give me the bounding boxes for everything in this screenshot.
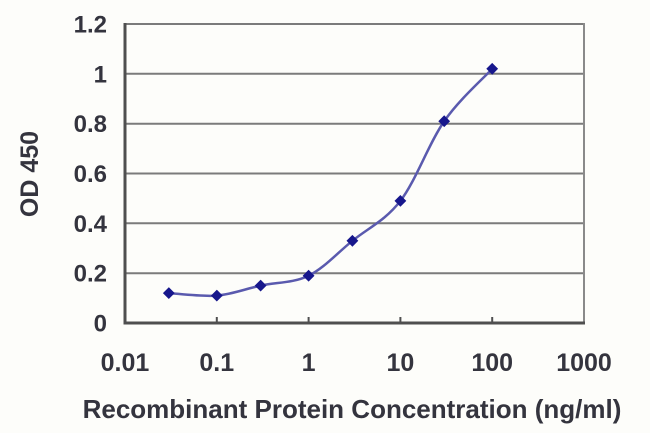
- x-tick-label: 1: [302, 349, 316, 377]
- x-tick-label: 0.01: [101, 349, 150, 377]
- data-point-marker: [162, 287, 175, 300]
- y-tick-label: 0.4: [74, 211, 108, 238]
- axis-labels: Recombinant Protein Concentration (ng/ml…: [16, 131, 621, 424]
- y-tick-label: 1: [94, 61, 107, 88]
- series-line: [167, 67, 494, 298]
- data-point-marker: [486, 62, 499, 75]
- gridlines: [125, 23, 585, 323]
- y-tick-label: 0.2: [74, 261, 107, 288]
- axes: [123, 23, 585, 325]
- data-point-marker: [346, 234, 359, 247]
- y-axis-title: OD 450: [16, 131, 44, 217]
- x-tick-label: 100: [471, 349, 513, 377]
- data-point-marker: [438, 115, 451, 128]
- y-tick-label: 0: [94, 311, 107, 338]
- data-point-marker: [302, 269, 315, 282]
- x-tick-label: 10: [386, 349, 414, 377]
- data-point-marker: [210, 289, 223, 302]
- x-tick-label: 1000: [556, 349, 612, 377]
- axis-ticks: 0.01 0.1 1 10 100 1000 0 0.2 0.4 0.6 0.8 1 1.2: [74, 12, 612, 378]
- x-tick-label: 0.1: [199, 349, 234, 377]
- y-tick-label: 0.8: [74, 111, 107, 138]
- y-tick-label: 1.2: [74, 12, 107, 39]
- y-tick-label: 0.6: [74, 161, 107, 188]
- data-point-marker: [254, 279, 267, 292]
- data-series: [162, 62, 499, 302]
- x-axis-title: Recombinant Protein Concentration (ng/ml…: [83, 394, 622, 424]
- data-point-marker: [394, 194, 407, 207]
